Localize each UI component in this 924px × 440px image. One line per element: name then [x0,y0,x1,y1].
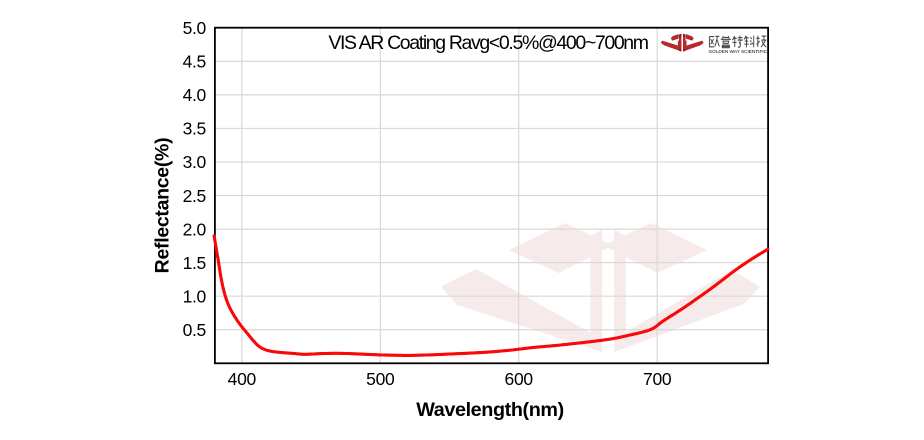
svg-text:600: 600 [505,369,534,389]
svg-text:0.5: 0.5 [183,320,206,340]
svg-text:Wavelength(nm): Wavelength(nm) [416,399,564,421]
svg-text:4.5: 4.5 [183,52,206,72]
svg-text:500: 500 [366,369,395,389]
svg-text:400: 400 [228,369,257,389]
svg-text:3.5: 3.5 [183,119,206,139]
svg-text:2.5: 2.5 [183,186,206,206]
svg-text:5.0: 5.0 [183,18,207,38]
svg-text:4.0: 4.0 [183,85,207,105]
svg-text:3.0: 3.0 [183,152,207,172]
svg-text:GOLDEN WAY SCIENTIFIC: GOLDEN WAY SCIENTIFIC [709,49,768,54]
svg-text:VIS AR Coating Ravg<0.5%@400~7: VIS AR Coating Ravg<0.5%@400~700nm [328,32,647,54]
svg-text:Reflectance(%): Reflectance(%) [152,138,174,274]
svg-text:1.5: 1.5 [183,253,206,273]
svg-text:2.0: 2.0 [183,219,207,239]
svg-text:1.0: 1.0 [183,286,207,306]
svg-text:700: 700 [643,369,672,389]
